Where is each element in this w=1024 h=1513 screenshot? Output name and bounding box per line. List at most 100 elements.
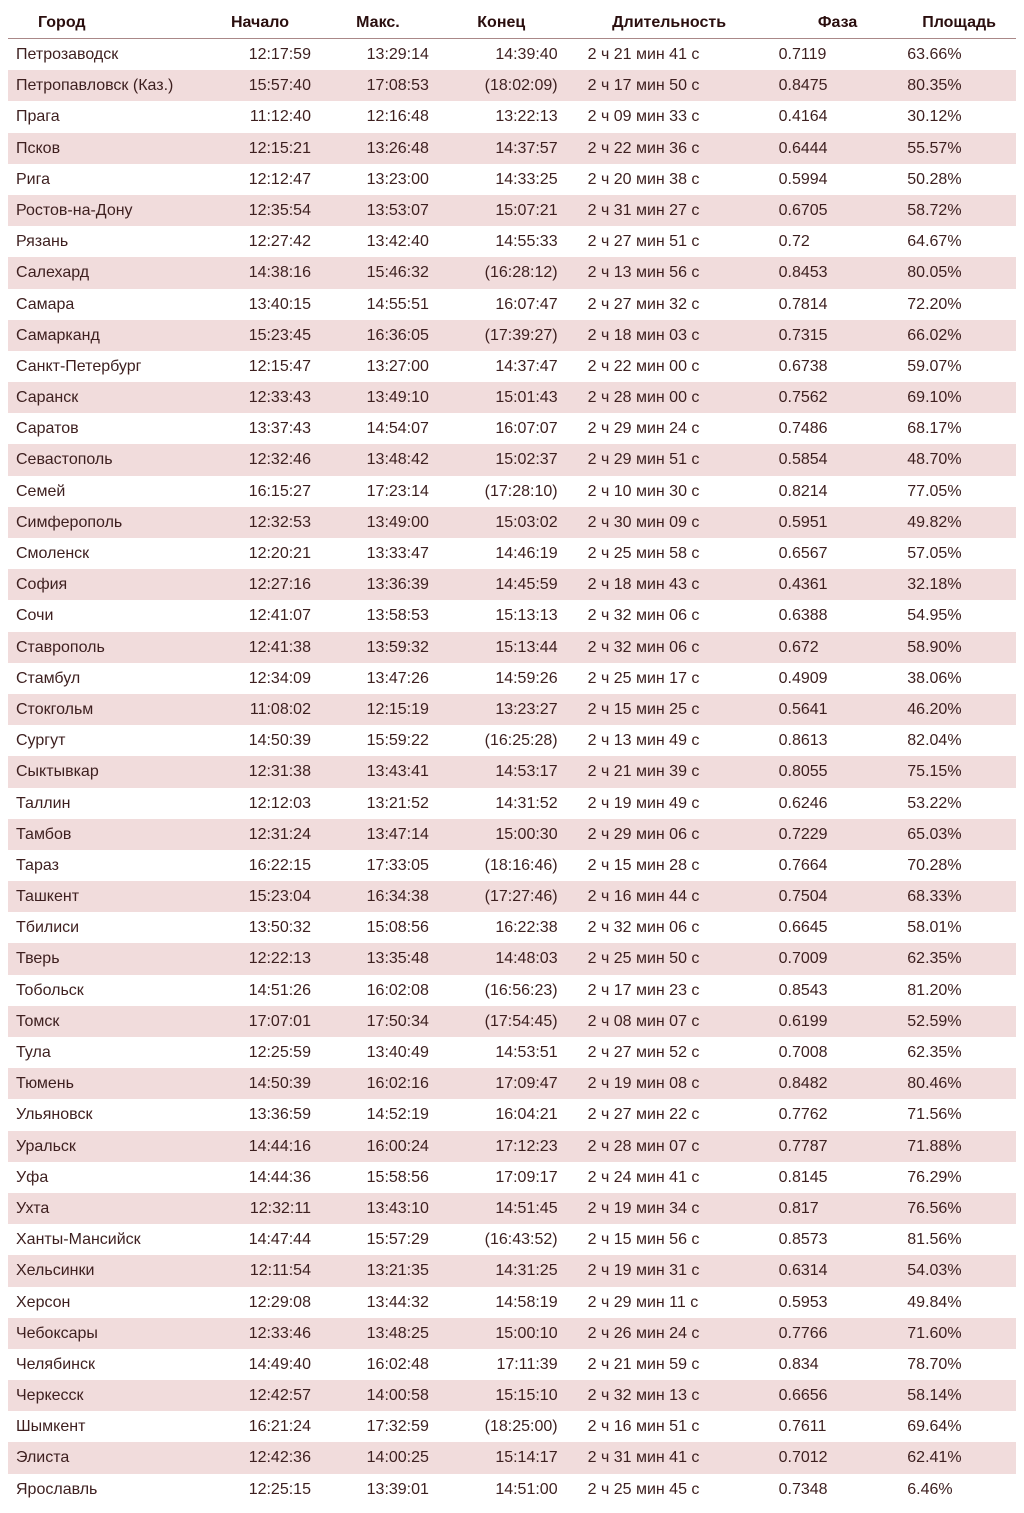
cell: 14:33:25 [437,164,566,195]
cell: 16:02:08 [319,975,437,1006]
cell: 30.12% [887,101,1016,132]
cell: 14:55:51 [319,289,437,320]
cell: 13:22:13 [437,101,566,132]
cell: 13:35:48 [319,943,437,974]
cell: 2 ч 32 мин 06 с [566,600,759,631]
cell: 62.35% [887,943,1016,974]
table-row: Петрозаводск12:17:5913:29:1414:39:402 ч … [8,39,1016,71]
table-row: Саранск12:33:4313:49:1015:01:432 ч 28 ми… [8,382,1016,413]
cell: 17:23:14 [319,476,437,507]
cell: 13:37:43 [201,413,319,444]
cell: 13:36:59 [201,1099,319,1130]
cell: 2 ч 21 мин 59 с [566,1349,759,1380]
cell: Челябинск [8,1349,201,1380]
cell: 12:32:46 [201,444,319,475]
cell: 14:50:39 [201,725,319,756]
cell: 14:53:51 [437,1037,566,1068]
table-row: Смоленск12:20:2113:33:4714:46:192 ч 25 м… [8,538,1016,569]
cell: Сыктывкар [8,756,201,787]
cell: Сочи [8,600,201,631]
cell: 13:58:53 [319,600,437,631]
cell: 14:47:44 [201,1224,319,1255]
cell: Чебоксары [8,1318,201,1349]
cell: 12:31:24 [201,819,319,850]
cell: 12:15:21 [201,133,319,164]
cell: 14:51:00 [437,1474,566,1505]
cell: 13:21:52 [319,788,437,819]
cell: Ухта [8,1193,201,1224]
cell: 81.56% [887,1224,1016,1255]
cell: 2 ч 30 мин 09 с [566,507,759,538]
cell: 12:42:57 [201,1380,319,1411]
cell: 12:41:07 [201,600,319,631]
table-row: Тамбов12:31:2413:47:1415:00:302 ч 29 мин… [8,819,1016,850]
cell: 0.5994 [759,164,888,195]
table-row: Черкесск12:42:5714:00:5815:15:102 ч 32 м… [8,1380,1016,1411]
cell: 2 ч 18 мин 03 с [566,320,759,351]
cell: 2 ч 32 мин 06 с [566,912,759,943]
table-row: Тобольск14:51:2616:02:08(16:56:23)2 ч 17… [8,975,1016,1006]
table-row: Челябинск14:49:4016:02:4817:11:392 ч 21 … [8,1349,1016,1380]
cell: 75.15% [887,756,1016,787]
cell: 0.6314 [759,1255,888,1286]
cell: Тараз [8,850,201,881]
cell: 12:32:11 [201,1193,319,1224]
cell: 14:55:33 [437,226,566,257]
cell: 58.90% [887,632,1016,663]
cell: 58.14% [887,1380,1016,1411]
cell: 0.8055 [759,756,888,787]
cell: 38.06% [887,663,1016,694]
cell: (16:25:28) [437,725,566,756]
cell: Ульяновск [8,1099,201,1130]
cell: 0.8573 [759,1224,888,1255]
table-row: Севастополь12:32:4613:48:4215:02:372 ч 2… [8,444,1016,475]
cell: 12:32:53 [201,507,319,538]
cell: 15:08:56 [319,912,437,943]
table-row: Псков12:15:2113:26:4814:37:572 ч 22 мин … [8,133,1016,164]
col-city: Город [8,8,201,39]
cell: 11:12:40 [201,101,319,132]
cell: 80.46% [887,1068,1016,1099]
table-row: Рига12:12:4713:23:0014:33:252 ч 20 мин 3… [8,164,1016,195]
cell: 13:26:48 [319,133,437,164]
cell: 71.56% [887,1099,1016,1130]
cell: 16:02:16 [319,1068,437,1099]
cell: 17:32:59 [319,1411,437,1442]
cell: Тюмень [8,1068,201,1099]
cell: 15:23:45 [201,320,319,351]
cell: Тула [8,1037,201,1068]
table-row: Тула12:25:5913:40:4914:53:512 ч 27 мин 5… [8,1037,1016,1068]
cell: 63.66% [887,39,1016,71]
cell: 72.20% [887,289,1016,320]
cell: 2 ч 13 мин 56 с [566,257,759,288]
cell: 2 ч 25 мин 45 с [566,1474,759,1505]
cell: 0.6199 [759,1006,888,1037]
table-row: Уфа14:44:3615:58:5617:09:172 ч 24 мин 41… [8,1162,1016,1193]
cell: 49.84% [887,1287,1016,1318]
cell: 14:45:59 [437,569,566,600]
cell: 50.28% [887,164,1016,195]
cell: 14:44:36 [201,1162,319,1193]
col-end: Конец [437,8,566,39]
cell: 13:21:35 [319,1255,437,1286]
cell: 15:13:44 [437,632,566,663]
cell: 13:59:32 [319,632,437,663]
cell: (18:02:09) [437,70,566,101]
cell: 14:39:40 [437,39,566,71]
cell: Саратов [8,413,201,444]
cell: 14:00:25 [319,1442,437,1473]
cell: 13:47:14 [319,819,437,850]
cell: 0.7486 [759,413,888,444]
cell: 0.7008 [759,1037,888,1068]
cell: Петрозаводск [8,39,201,71]
cell: Стокгольм [8,694,201,725]
cell: 12:41:38 [201,632,319,663]
table-row: Тверь12:22:1313:35:4814:48:032 ч 25 мин … [8,943,1016,974]
cell: Тобольск [8,975,201,1006]
cell: 69.64% [887,1411,1016,1442]
cell: 52.59% [887,1006,1016,1037]
cell: 64.67% [887,226,1016,257]
cell: 49.82% [887,507,1016,538]
table-row: Элиста12:42:3614:00:2515:14:172 ч 31 мин… [8,1442,1016,1473]
cell: 14:54:07 [319,413,437,444]
